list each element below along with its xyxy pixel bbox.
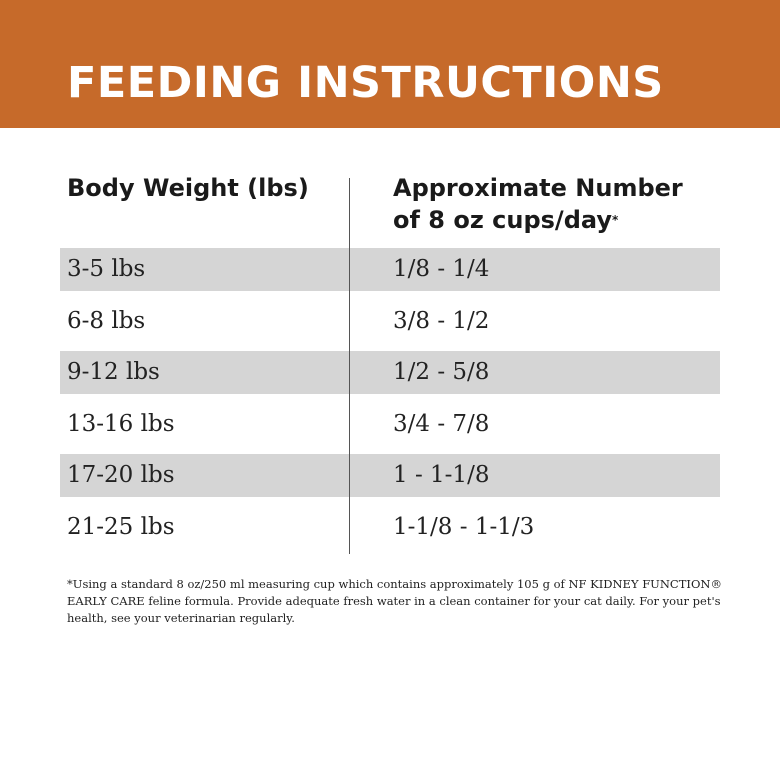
table-cell: 21-25 lbs (67, 514, 175, 540)
table-cell: 1/2 - 5/8 (393, 359, 490, 386)
footnote: *Using a standard 8 oz/250 ml measuring … (67, 577, 722, 625)
table-row: 6-8 lbs 3/8 - 1/2 (60, 300, 720, 343)
note-mark: * (611, 213, 619, 227)
table-cell: 1/8 - 1/4 (393, 256, 490, 282)
column-header: Body Weight (lbs) (67, 174, 309, 202)
table-cell: 9-12 lbs (67, 359, 160, 386)
table-row: 17-20 lbs 1 - 1-1/8 (60, 454, 720, 498)
table-row: 9-12 lbs 1/2 - 5/8 (60, 351, 720, 395)
table-cell: 1 - 1-1/8 (393, 462, 490, 489)
column-divider (349, 178, 350, 554)
column-header-text: Approximate Number of 8 oz cups/day (393, 174, 683, 234)
table-row: 3-5 lbs 1/8 - 1/4 (60, 248, 720, 291)
table-cell: 3-5 lbs (67, 256, 146, 282)
table-cell: 1-1/8 - 1-1/3 (393, 514, 535, 540)
table-cell: 6-8 lbs (67, 307, 146, 334)
table-row: 21-25 lbs 1-1/8 - 1-1/3 (60, 506, 720, 549)
table-cell: 13-16 lbs (67, 410, 175, 437)
table-row: 13-16 lbs 3/4 - 7/8 (60, 403, 720, 446)
table-cell: 17-20 lbs (67, 462, 175, 489)
table-cell: 3/4 - 7/8 (393, 410, 490, 437)
column-header: Approximate Number of 8 oz cups/day* (393, 172, 713, 236)
title: FEEDING INSTRUCTIONS (67, 58, 664, 108)
table-cell: 3/8 - 1/2 (393, 307, 490, 334)
header-banner: FEEDING INSTRUCTIONS (0, 0, 780, 128)
